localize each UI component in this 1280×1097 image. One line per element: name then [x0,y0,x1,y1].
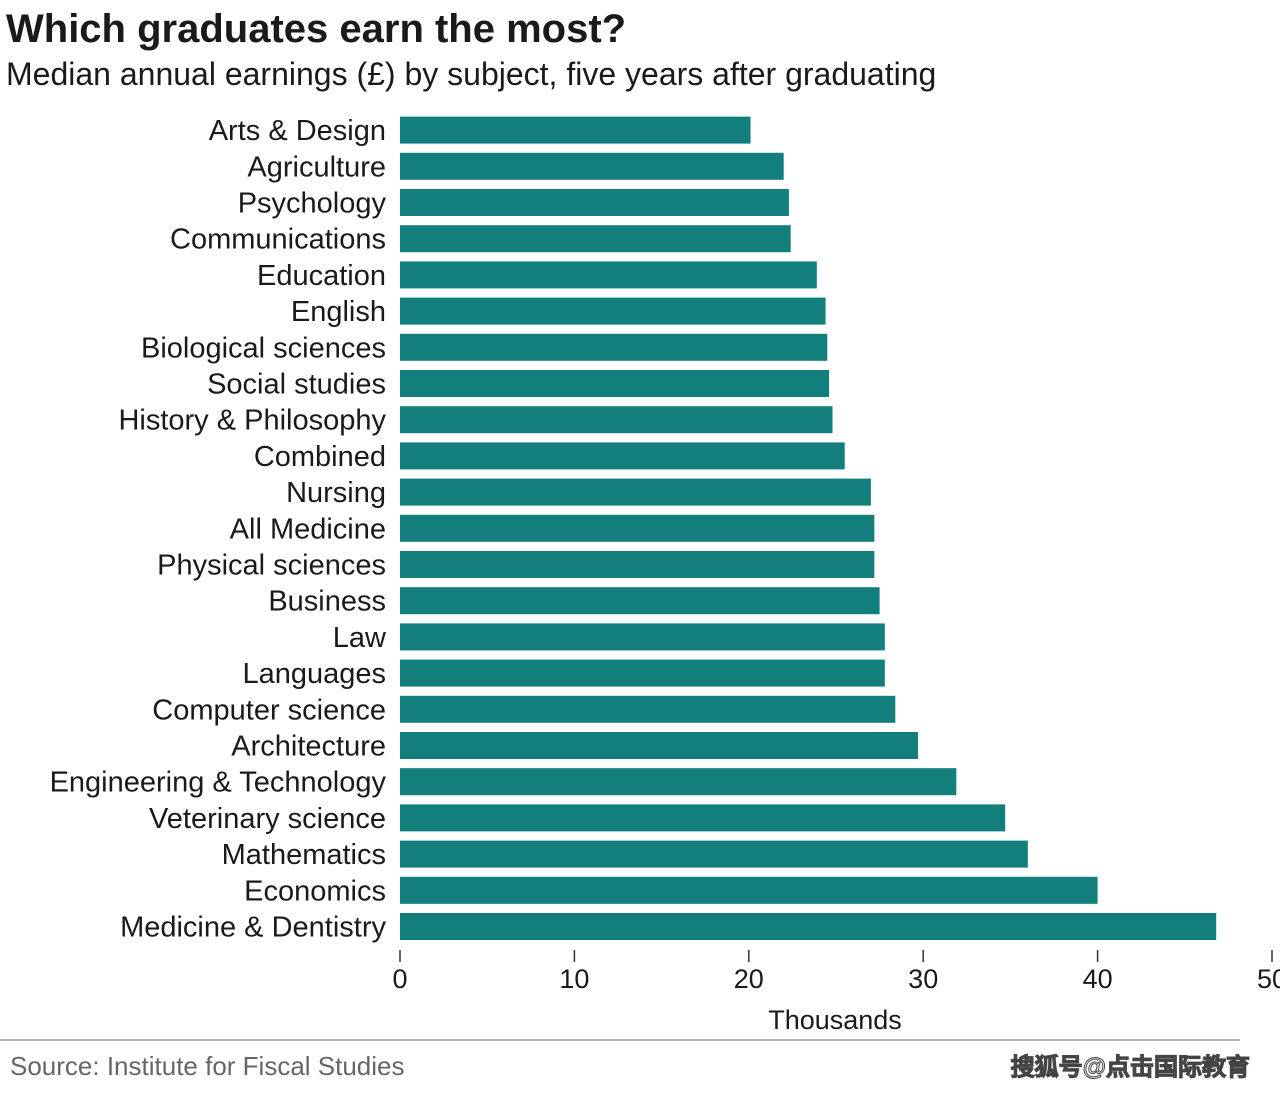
y-tick-label: Computer science [152,694,386,726]
y-tick-label: Social studies [207,369,386,401]
y-tick-label: Mathematics [222,839,386,871]
y-tick-label: Communications [170,224,386,256]
watermark: 搜狐号@点击国际教育 [1011,1053,1250,1081]
chart-title: Which graduates earn the most? [6,7,626,51]
bar [400,876,1098,904]
bar [400,189,789,216]
y-tick-label: English [291,296,386,328]
y-tick-label: Economics [244,875,386,907]
bar [400,225,791,253]
bar [400,370,830,397]
bar [400,695,896,723]
bar [400,333,828,361]
y-tick-label: Medicine & Dentistry [120,912,386,944]
x-axis-label: Thousands [768,1005,902,1035]
bar [400,406,833,434]
y-tick-label: Psychology [238,188,387,220]
x-tick-label: 40 [1083,964,1113,994]
bar [400,297,826,325]
y-tick-label: Biological sciences [141,332,386,364]
source: Source: Institute for Fiscal Studies [10,1051,405,1081]
y-tick-label: All Medicine [230,513,386,545]
bar [400,442,845,470]
x-tick-label: 20 [734,964,764,994]
bar [400,659,885,687]
y-tick-label: Agriculture [247,151,386,183]
bar [400,116,751,144]
y-tick-label: Engineering & Technology [50,767,387,799]
bar [400,804,1006,832]
bar [400,913,1217,940]
bar [400,514,875,542]
y-tick-label: Veterinary science [149,803,386,835]
chart-subtitle: Median annual earnings (£) by subject, f… [6,56,936,92]
y-tick-label: Law [333,622,387,654]
bar [400,587,880,615]
x-tick-label: 50 [1257,964,1280,994]
y-tick-label: Combined [254,441,386,473]
y-tick-label: Nursing [286,477,386,509]
bar [400,732,918,759]
bar [400,551,875,578]
y-tick-label: Languages [242,658,386,690]
bar [400,478,871,506]
y-tick-label: Education [257,260,386,292]
y-tick-label: Arts & Design [209,115,386,147]
bar [400,768,957,796]
bar [400,261,817,289]
y-tick-label: Business [268,586,386,618]
x-tick-label: 0 [392,964,407,994]
bar [400,840,1028,868]
y-tick-label: History & Philosophy [118,405,386,437]
bar [400,152,784,180]
x-tick-label: 10 [559,964,589,994]
y-tick-label: Architecture [231,731,386,763]
y-tick-label: Physical sciences [157,550,386,582]
bar [400,623,885,651]
x-tick-label: 30 [908,964,938,994]
